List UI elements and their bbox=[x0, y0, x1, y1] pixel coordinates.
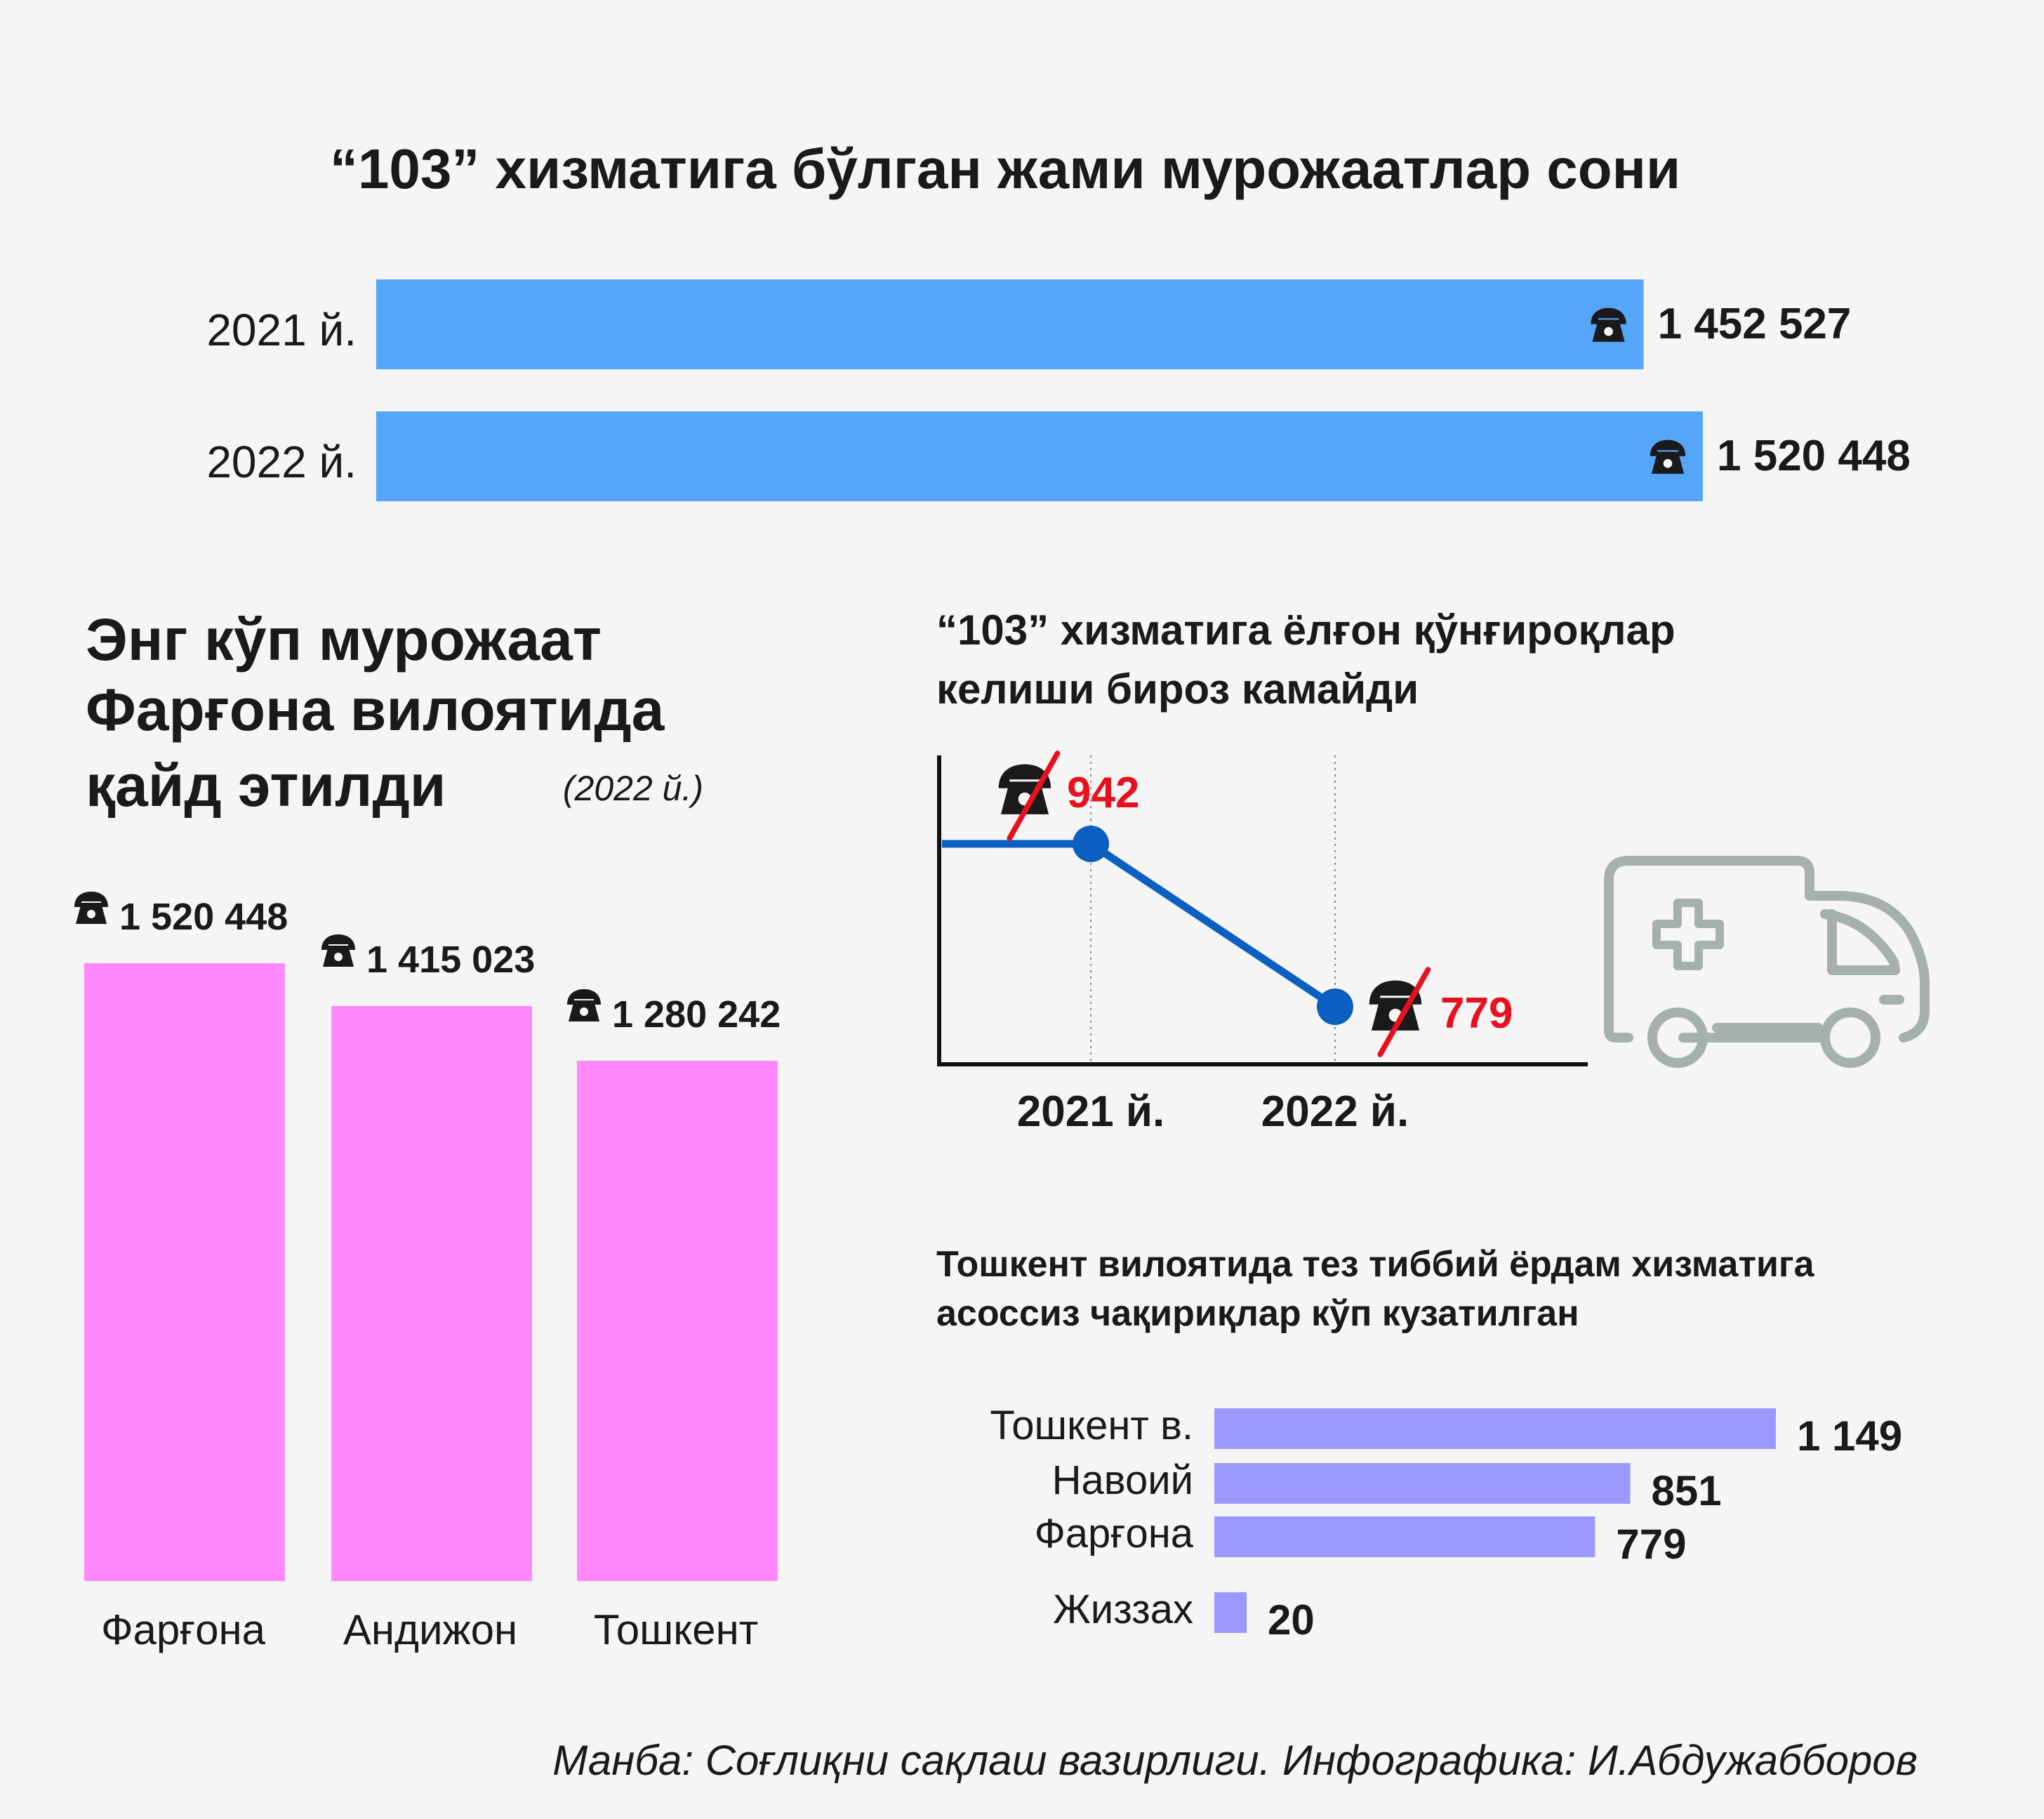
source-caption: Манба: Соғлиқни сақлаш вазирлиги. Инфогр… bbox=[552, 1737, 1918, 1784]
totals-bar bbox=[376, 279, 1644, 369]
totals-year-label: 2022 й. bbox=[206, 437, 357, 487]
telephone-icon bbox=[998, 750, 1061, 841]
calls-point bbox=[1317, 988, 1353, 1025]
calls-value-label: 779 bbox=[1440, 989, 1513, 1038]
totals-year-label: 2021 й. bbox=[206, 305, 357, 355]
regions-value-label: 1 280 242 bbox=[612, 993, 781, 1036]
unfounded-category-label: Фарғона bbox=[1035, 1511, 1194, 1556]
calls-title-line: келиши бироз камайди bbox=[936, 666, 1419, 713]
unfounded-title-line: Тошкент вилоятида тез тиббий ёрдам хизма… bbox=[936, 1244, 1815, 1285]
regions-title-line: Фарғона вилоятида bbox=[86, 677, 665, 743]
unfounded-bar bbox=[1214, 1592, 1247, 1633]
regions-bar bbox=[84, 963, 285, 1581]
regions-category-label: Тошкент bbox=[594, 1606, 758, 1653]
calls-x-tick-label: 2021 й. bbox=[1017, 1087, 1165, 1136]
unfounded-value-label: 851 bbox=[1652, 1467, 1722, 1514]
calls-title-line: “103” хизматига ёлғон қўнғироқлар bbox=[936, 607, 1675, 654]
regions-title-line: қайд этилди bbox=[86, 753, 446, 819]
totals-title: “103” хизматига бўлган жами мурожаатлар … bbox=[330, 138, 1680, 200]
unfounded-value-label: 779 bbox=[1616, 1521, 1686, 1568]
regions-bar bbox=[577, 1061, 778, 1581]
unfounded-value-label: 20 bbox=[1268, 1596, 1315, 1643]
totals-bar bbox=[376, 411, 1703, 501]
totals-value-label: 1 452 527 bbox=[1658, 300, 1852, 348]
unfounded-bar bbox=[1214, 1463, 1631, 1504]
unfounded-title-line: асоссиз чақириқлар кўп кузатилган bbox=[936, 1293, 1579, 1334]
unfounded-category-label: Тошкент в. bbox=[990, 1403, 1193, 1448]
regions-category-label: Андижон bbox=[343, 1606, 517, 1653]
regions-value-label: 1 415 023 bbox=[366, 939, 535, 981]
unfounded-bar bbox=[1214, 1408, 1776, 1449]
calls-value-label: 942 bbox=[1067, 769, 1139, 817]
telephone-icon bbox=[321, 934, 355, 967]
unfounded-value-label: 1 149 bbox=[1797, 1413, 1902, 1460]
calls-series-line bbox=[942, 840, 1338, 1010]
regions-value-label: 1 520 448 bbox=[119, 896, 288, 938]
telephone-icon bbox=[1369, 967, 1431, 1057]
ambulance-icon bbox=[1604, 856, 1930, 1068]
totals-value-label: 1 520 448 bbox=[1717, 432, 1911, 480]
regions-subtitle: (2022 й.) bbox=[563, 769, 703, 808]
telephone-icon bbox=[74, 892, 108, 924]
unfounded-bar bbox=[1214, 1516, 1595, 1557]
unfounded-category-label: Жиззах bbox=[1053, 1587, 1193, 1632]
telephone-icon bbox=[567, 989, 601, 1022]
calls-point bbox=[1073, 826, 1109, 862]
regions-category-label: Фарғона bbox=[101, 1606, 266, 1653]
regions-title-line: Энг кўп мурожаат bbox=[86, 607, 602, 673]
regions-bar bbox=[331, 1006, 532, 1581]
calls-x-tick-label: 2022 й. bbox=[1261, 1087, 1409, 1136]
unfounded-category-label: Навоий bbox=[1052, 1457, 1193, 1503]
